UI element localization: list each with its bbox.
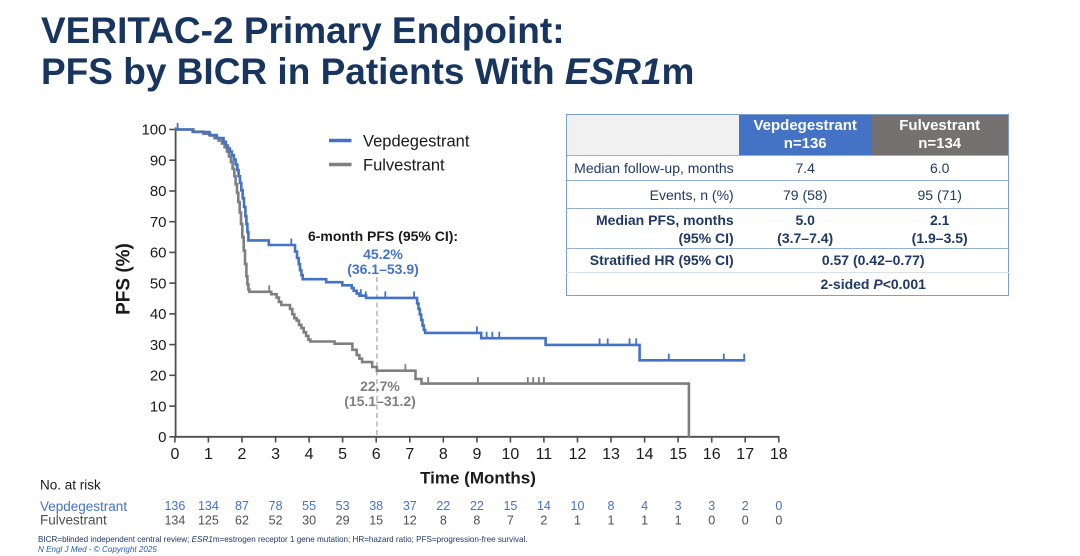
- svg-text:Fulvestrant: Fulvestrant: [363, 157, 445, 175]
- svg-text:10: 10: [571, 499, 585, 513]
- svg-text:5: 5: [338, 446, 347, 463]
- svg-text:125: 125: [198, 513, 219, 527]
- svg-text:40: 40: [150, 306, 167, 323]
- svg-text:15: 15: [503, 499, 517, 513]
- svg-text:3: 3: [675, 499, 682, 513]
- svg-text:90: 90: [150, 152, 167, 169]
- svg-text:Fulvestrant: Fulvestrant: [40, 512, 107, 527]
- svg-text:20: 20: [150, 368, 167, 385]
- svg-text:0: 0: [742, 513, 749, 527]
- svg-text:PFS (%): PFS (%): [114, 243, 135, 315]
- svg-text:7: 7: [405, 446, 414, 463]
- svg-text:62: 62: [235, 513, 249, 527]
- svg-text:7: 7: [507, 513, 514, 527]
- svg-text:50: 50: [150, 275, 167, 292]
- svg-text:1: 1: [641, 513, 648, 527]
- svg-text:2: 2: [540, 513, 547, 527]
- svg-text:55: 55: [302, 499, 316, 513]
- svg-text:6: 6: [372, 446, 381, 463]
- svg-text:17: 17: [736, 446, 754, 463]
- svg-text:0: 0: [775, 499, 782, 513]
- svg-text:4: 4: [305, 446, 314, 463]
- svg-text:0: 0: [158, 429, 166, 446]
- svg-text:1: 1: [675, 513, 682, 527]
- svg-text:14: 14: [636, 446, 654, 463]
- svg-text:13: 13: [602, 446, 620, 463]
- svg-text:37: 37: [403, 499, 417, 513]
- svg-text:38: 38: [369, 499, 383, 513]
- svg-text:87: 87: [235, 499, 249, 513]
- svg-text:29: 29: [336, 513, 350, 527]
- svg-text:2: 2: [238, 446, 247, 463]
- svg-text:4: 4: [641, 499, 648, 513]
- svg-text:Vepdegestrant: Vepdegestrant: [40, 499, 127, 514]
- svg-text:134: 134: [198, 499, 219, 513]
- svg-text:Vepdegestrant: Vepdegestrant: [363, 133, 470, 151]
- svg-text:8: 8: [439, 446, 448, 463]
- svg-text:136: 136: [164, 499, 185, 513]
- svg-text:0: 0: [775, 513, 782, 527]
- svg-text:12: 12: [403, 513, 417, 527]
- svg-text:10: 10: [502, 446, 520, 463]
- svg-text:52: 52: [269, 513, 283, 527]
- svg-text:3: 3: [708, 499, 715, 513]
- svg-text:1: 1: [204, 446, 213, 463]
- svg-text:15: 15: [369, 513, 383, 527]
- svg-text:10: 10: [150, 398, 167, 415]
- svg-text:1: 1: [608, 513, 615, 527]
- svg-text:100: 100: [141, 122, 166, 139]
- svg-text:9: 9: [472, 446, 481, 463]
- svg-text:No. at risk: No. at risk: [40, 477, 101, 492]
- svg-text:30: 30: [302, 513, 316, 527]
- svg-text:22: 22: [470, 499, 484, 513]
- svg-text:14: 14: [537, 499, 551, 513]
- svg-text:60: 60: [150, 245, 167, 262]
- svg-text:11: 11: [536, 446, 553, 463]
- svg-text:134: 134: [164, 513, 185, 527]
- svg-text:2: 2: [742, 499, 749, 513]
- svg-text:70: 70: [150, 214, 167, 231]
- svg-text:0: 0: [708, 513, 715, 527]
- svg-text:3: 3: [271, 446, 280, 463]
- svg-text:Time (Months): Time (Months): [420, 468, 536, 487]
- svg-text:80: 80: [150, 183, 167, 200]
- svg-text:53: 53: [336, 499, 350, 513]
- svg-text:18: 18: [770, 446, 788, 463]
- svg-text:30: 30: [150, 337, 167, 354]
- svg-text:22: 22: [436, 499, 450, 513]
- svg-text:8: 8: [608, 499, 615, 513]
- svg-text:16: 16: [703, 446, 721, 463]
- svg-text:15: 15: [669, 446, 687, 463]
- svg-text:78: 78: [269, 499, 283, 513]
- svg-text:0: 0: [170, 446, 179, 463]
- svg-text:8: 8: [473, 513, 480, 527]
- svg-text:12: 12: [569, 446, 587, 463]
- svg-text:8: 8: [440, 513, 447, 527]
- svg-text:1: 1: [574, 513, 581, 527]
